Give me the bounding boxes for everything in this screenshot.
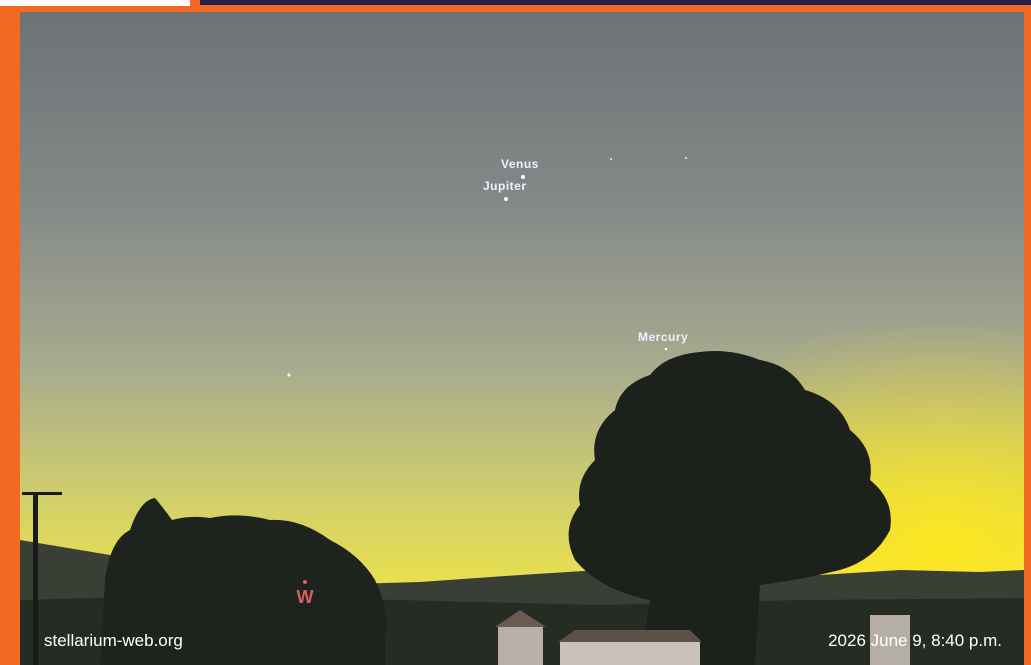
site-credit: stellarium-web.org — [44, 631, 183, 650]
planet-dot — [665, 348, 668, 351]
compass-label: W — [297, 587, 314, 607]
star — [685, 157, 687, 159]
pole — [33, 492, 38, 665]
planet-dot — [504, 197, 508, 201]
top-strip — [0, 0, 190, 6]
roof — [558, 630, 702, 642]
star — [288, 374, 291, 377]
sky-screenshot: Venus Jupiter Mercury W stellarium-web.o… — [0, 0, 1031, 665]
planet-label: Venus — [501, 157, 539, 171]
top-strip — [200, 0, 1031, 5]
planet-label: Jupiter — [483, 179, 527, 193]
compass-dot — [303, 580, 307, 584]
pole — [22, 492, 62, 495]
date-time: 2026 June 9, 8:40 p.m. — [828, 631, 1002, 650]
page: {"labels": {"venus": "Venus", "jupiter":… — [0, 0, 1031, 665]
planet-label: Mercury — [638, 330, 688, 344]
building — [560, 640, 700, 665]
building — [498, 625, 543, 665]
star — [610, 158, 612, 160]
